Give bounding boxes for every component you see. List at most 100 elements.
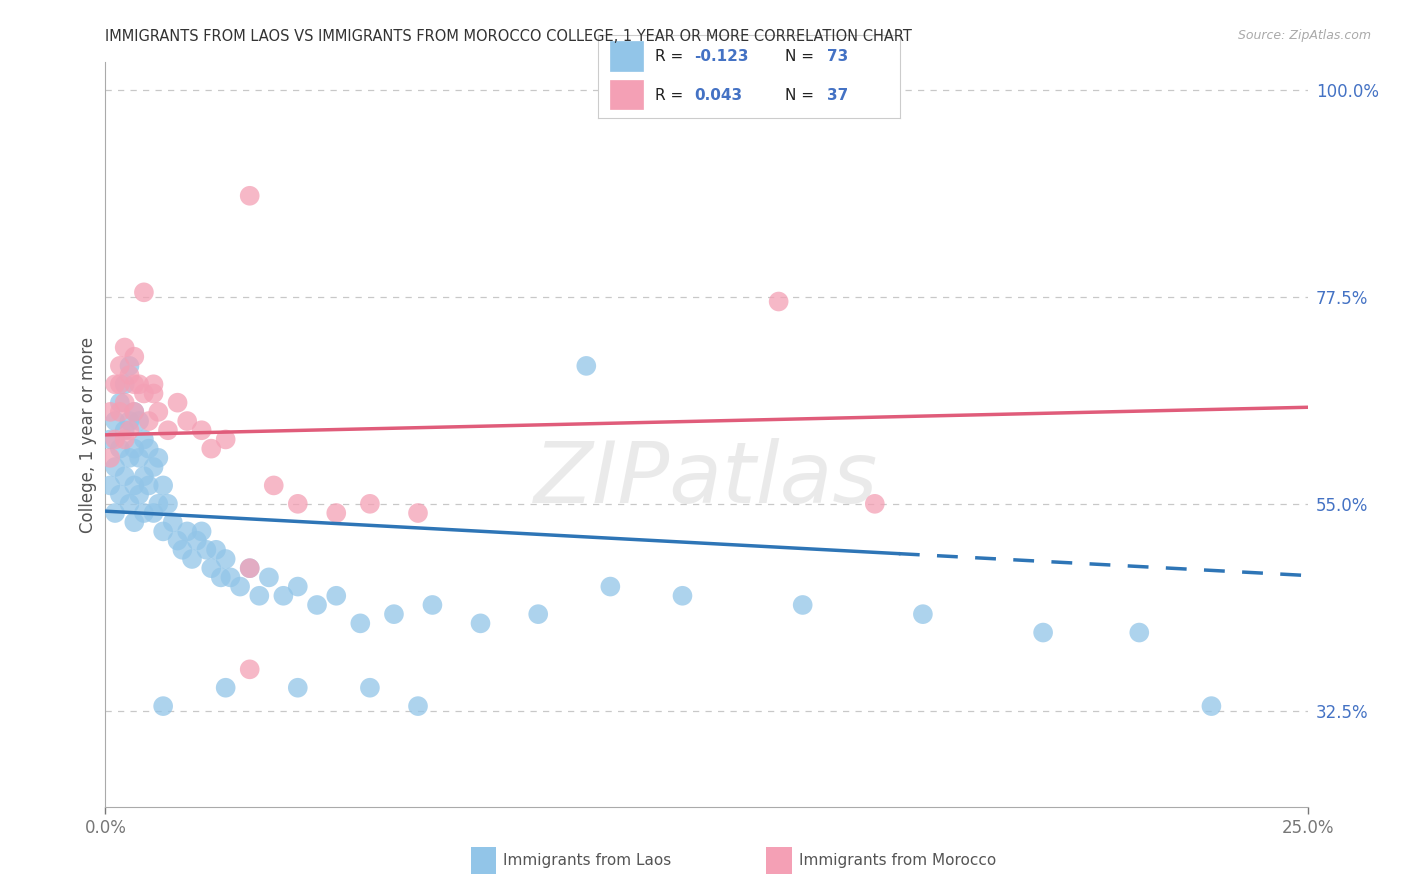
Point (229, 580, 252, 594)
Point (118, 497, 141, 511)
Text: Source: ZipAtlas.com: Source: ZipAtlas.com (1237, 29, 1371, 42)
Point (148, 450, 170, 465)
Point (186, 533, 208, 548)
Point (214, 433, 236, 447)
Point (138, 442, 160, 456)
Point (124, 350, 146, 364)
Point (209, 570, 232, 584)
Point (247, 589, 270, 603)
Point (132, 285, 155, 300)
Point (792, 598, 814, 612)
Point (104, 377, 127, 392)
Point (108, 405, 131, 419)
Point (287, 580, 309, 594)
Point (138, 414, 160, 428)
Point (114, 469, 136, 483)
Text: N =: N = (785, 49, 818, 64)
Point (1032, 625, 1054, 640)
Text: Immigrants from Morocco: Immigrants from Morocco (799, 854, 995, 868)
Point (166, 533, 188, 548)
Point (257, 570, 280, 584)
Point (166, 395, 188, 409)
Point (132, 433, 155, 447)
Point (527, 607, 550, 622)
Point (138, 478, 160, 492)
Point (325, 506, 347, 520)
Point (162, 515, 184, 529)
Point (214, 552, 236, 566)
Point (263, 478, 285, 492)
Point (132, 506, 155, 520)
Point (128, 377, 150, 392)
Point (152, 524, 174, 539)
Point (152, 478, 174, 492)
Point (406, 506, 429, 520)
Point (108, 359, 131, 373)
Point (114, 433, 136, 447)
Point (104, 460, 127, 475)
Point (205, 542, 228, 557)
Point (273, 589, 295, 603)
Point (152, 699, 174, 714)
Point (911, 607, 934, 622)
Point (118, 359, 141, 373)
Point (195, 542, 218, 557)
Point (768, 294, 790, 309)
Point (287, 497, 309, 511)
Point (599, 580, 621, 594)
Point (176, 414, 198, 428)
Point (239, 561, 262, 575)
Point (108, 442, 131, 456)
Text: Immigrants from Laos: Immigrants from Laos (503, 854, 672, 868)
Point (181, 552, 204, 566)
Point (359, 681, 381, 695)
Point (406, 699, 429, 714)
Point (172, 542, 194, 557)
Point (148, 405, 170, 419)
Point (114, 377, 136, 392)
Text: IMMIGRANTS FROM LAOS VS IMMIGRANTS FROM MOROCCO COLLEGE, 1 YEAR OR MORE CORRELAT: IMMIGRANTS FROM LAOS VS IMMIGRANTS FROM … (105, 29, 912, 44)
Point (190, 423, 212, 437)
Point (156, 423, 179, 437)
Point (142, 506, 165, 520)
Point (98, 433, 121, 447)
Point (128, 488, 150, 502)
Point (239, 188, 262, 202)
Point (287, 681, 309, 695)
Point (128, 450, 150, 465)
Point (124, 405, 146, 419)
Point (124, 377, 146, 392)
Point (104, 433, 127, 447)
Text: ZIPatlas: ZIPatlas (534, 438, 879, 521)
Point (214, 681, 236, 695)
Y-axis label: College, 1 year or more: College, 1 year or more (79, 337, 97, 533)
Point (118, 423, 141, 437)
Point (108, 377, 131, 392)
Point (114, 341, 136, 355)
Point (104, 414, 127, 428)
Point (108, 395, 131, 409)
Text: 37: 37 (827, 87, 849, 103)
Point (382, 607, 405, 622)
Point (118, 450, 141, 465)
Point (104, 506, 127, 520)
Point (671, 589, 693, 603)
Text: -0.123: -0.123 (695, 49, 749, 64)
Point (575, 359, 598, 373)
Point (142, 460, 165, 475)
Point (114, 423, 136, 437)
Text: 73: 73 (827, 49, 849, 64)
Point (190, 524, 212, 539)
Point (422, 598, 444, 612)
Point (124, 442, 146, 456)
Point (200, 561, 222, 575)
Point (118, 368, 141, 382)
Point (156, 497, 179, 511)
Point (142, 386, 165, 401)
Point (124, 405, 146, 419)
Point (98, 450, 121, 465)
Text: N =: N = (785, 87, 818, 103)
Point (124, 515, 146, 529)
Point (239, 662, 262, 676)
Point (1128, 625, 1150, 640)
